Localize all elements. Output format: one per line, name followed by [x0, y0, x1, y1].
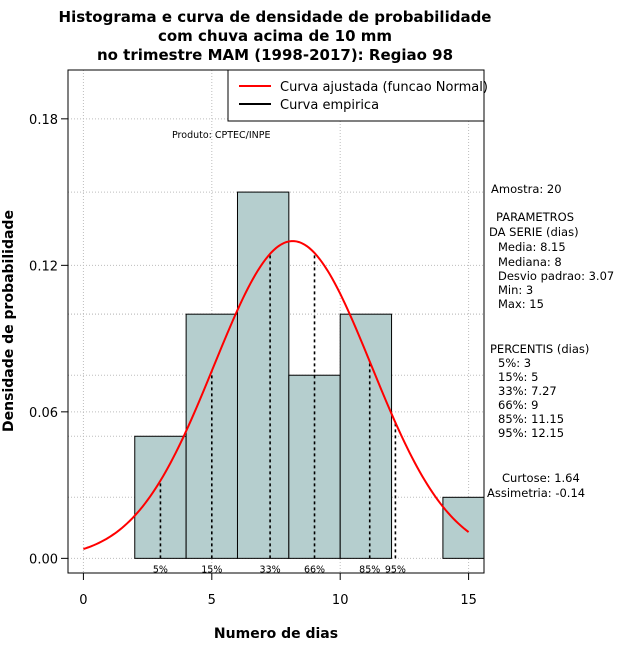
x-tick-label: 5 — [208, 593, 216, 608]
x-tick-label: 10 — [332, 593, 349, 608]
skewness: Assimetria: -0.14 — [487, 486, 585, 500]
x-axis: 0 5 10 15 — [79, 572, 477, 608]
x-tick-label: 15 — [460, 593, 477, 608]
chart-title: Histograma e curva de densidade de proba… — [59, 8, 492, 64]
percentile-label: 15% — [201, 564, 222, 575]
percentis-line: 5%: 3 — [498, 356, 531, 370]
legend: Curva ajustada (funcao Normal) Curva emp… — [227, 69, 488, 122]
legend-label-empirical: Curva empirica — [280, 98, 379, 113]
title-line-3: no trimestre MAM (1998-2017): Regiao 98 — [97, 46, 453, 64]
y-tick-label: 0.00 — [29, 552, 58, 567]
params-line: DA SERIE (dias) — [489, 225, 579, 239]
x-axis-label: Numero de dias — [214, 626, 338, 642]
histogram-bar — [339, 313, 393, 559]
percentile-label: 5% — [153, 564, 168, 575]
title-line-1: Histograma e curva de densidade de proba… — [59, 8, 492, 26]
params-line: Max: 15 — [498, 297, 544, 311]
percentis-line: PERCENTIS (dias) — [490, 342, 589, 356]
kurtosis: Curtose: 1.64 — [502, 471, 580, 485]
normal-curve — [83, 240, 470, 550]
fitted-normal-curve — [83, 240, 470, 550]
producer-annotation: Produto: CPTEC/INPE — [172, 130, 271, 141]
x-tick-label: 0 — [79, 593, 87, 608]
side-panel: Amostra: 20 PARAMETROS DA SERIE (dias) M… — [487, 182, 614, 500]
params-line: Media: 8.15 — [498, 240, 566, 254]
percentile-label: 95% — [385, 564, 406, 575]
y-tick-label: 0.12 — [29, 259, 58, 274]
percentis-line: 33%: 7.27 — [498, 384, 557, 398]
y-tick-label: 0.18 — [29, 113, 58, 128]
percentis-line: 95%: 12.15 — [498, 426, 564, 440]
y-axis: 0.00 0.06 0.12 0.18 — [29, 113, 69, 567]
params-line: Min: 3 — [498, 283, 533, 297]
percentis-line: 15%: 5 — [498, 370, 538, 384]
percentile-label: 85% — [359, 564, 380, 575]
percentis-line: 66%: 9 — [498, 398, 538, 412]
legend-box — [227, 69, 485, 122]
histogram-bar — [236, 191, 290, 559]
percentile-lines: 5% 15% 33% 66% 85% 95% — [153, 252, 406, 575]
params-line: Desvio padrao: 3.07 — [498, 269, 614, 283]
legend-label-fitted: Curva ajustada (funcao Normal) — [280, 80, 488, 95]
y-tick-label: 0.06 — [29, 406, 58, 421]
title-line-2: com chuva acima de 10 mm — [158, 27, 392, 45]
percentis-line: 85%: 11.15 — [498, 412, 564, 426]
percentile-label: 66% — [304, 564, 325, 575]
params-line: Mediana: 8 — [498, 255, 562, 269]
sample-size: Amostra: 20 — [491, 182, 562, 196]
y-axis-label: Densidade de probabilidade — [1, 210, 17, 432]
params-line: PARAMETROS — [496, 210, 574, 224]
percentile-label: 33% — [260, 564, 281, 575]
